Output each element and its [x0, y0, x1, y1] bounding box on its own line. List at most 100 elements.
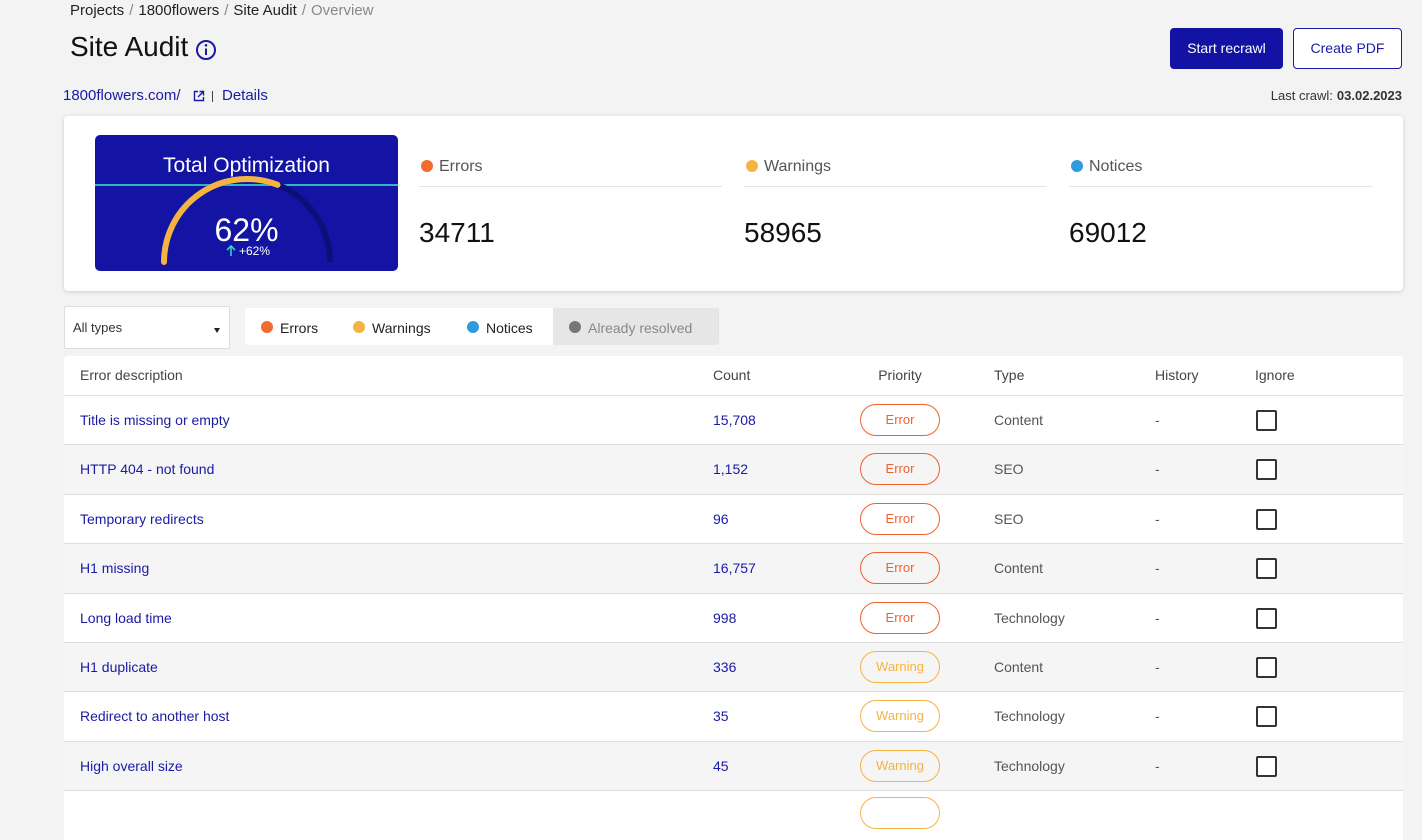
filter-label: Already resolved: [588, 320, 693, 336]
row-border: [64, 740, 1403, 742]
filter-tab[interactable]: Warnings: [337, 308, 452, 345]
issue-link[interactable]: HTTP 404 - not found: [80, 461, 215, 478]
filter-tab[interactable]: Notices: [451, 308, 554, 345]
site-url-link[interactable]: 1800flowers.com/: [63, 87, 181, 104]
stat-dot: [746, 160, 758, 172]
issue-history: -: [1155, 412, 1160, 428]
ignore-checkbox[interactable]: [1256, 657, 1277, 678]
row-border: [64, 543, 1403, 545]
issue-count: 998: [713, 609, 737, 626]
issue-count: 45: [713, 757, 729, 774]
table-row: HTTP 404 - not found 1,152 Error SEO -: [64, 445, 1403, 494]
external-link-box: [193, 90, 205, 102]
last-crawl-date: 03.02.2023: [1336, 88, 1402, 103]
ignore-checkbox[interactable]: [1256, 558, 1277, 580]
details-link[interactable]: Details: [222, 87, 268, 104]
filter-dot: [261, 321, 273, 333]
table-row: [64, 791, 1403, 840]
issue-link[interactable]: High overall size: [80, 757, 183, 774]
priority-pill: Error: [860, 404, 940, 436]
issue-type: Technology: [994, 609, 1065, 626]
issue-count: 16,757: [713, 560, 756, 577]
divider: [212, 91, 213, 102]
issue-count: 1,152: [713, 461, 749, 478]
priority-label: Error: [885, 560, 915, 576]
stat-name: Errors: [439, 158, 483, 175]
priority-pill: Error: [860, 601, 940, 634]
table-row: H1 missing 16,757 Error Content -: [64, 544, 1403, 593]
filter-tab[interactable]: Already resolved: [553, 308, 719, 345]
issue-link[interactable]: Long load time: [80, 609, 172, 626]
external-link-arrow: [197, 90, 205, 98]
ignore-checkbox[interactable]: [1256, 410, 1277, 431]
breadcrumb-separator: /: [224, 2, 229, 19]
stat-rule: [1069, 186, 1372, 187]
row-border: [64, 790, 1403, 792]
gauge: [161, 176, 333, 265]
filter-label: Warnings: [372, 320, 431, 336]
issue-type: Content: [994, 659, 1044, 675]
row-border: [64, 493, 1403, 495]
priority-pill: Error: [860, 502, 940, 535]
type-select[interactable]: All types: [64, 306, 230, 349]
info-icon[interactable]: [195, 39, 217, 61]
stat-rule: [419, 186, 722, 187]
start-recrawl-button[interactable]: Start recrawl: [1170, 28, 1283, 69]
last-crawl-label: Last crawl:: [1270, 88, 1333, 103]
issues-table: Error description Count Priority Type Histor…: [64, 356, 1403, 840]
ignore-checkbox[interactable]: [1256, 508, 1277, 530]
column-header: History: [1155, 367, 1199, 383]
ignore-checkbox[interactable]: [1256, 459, 1277, 481]
priority-pill: Warning: [860, 651, 940, 683]
priority-pill: Error: [860, 552, 940, 585]
issue-history: -: [1155, 560, 1160, 577]
table-row: H1 duplicate 336 Warning Content -: [64, 643, 1403, 692]
ignore-checkbox[interactable]: [1256, 755, 1277, 777]
priority-pill: [860, 797, 940, 830]
row-border: [64, 691, 1403, 693]
table-row: Title is missing or empty 15,708 Error Cont…: [64, 396, 1403, 445]
issue-link[interactable]: Temporary redirects: [80, 510, 204, 527]
type-select-value: All types: [73, 320, 123, 335]
priority-pill: Error: [860, 453, 940, 486]
breadcrumb-separator: /: [129, 2, 134, 19]
issue-history: -: [1155, 461, 1160, 478]
issue-link[interactable]: H1 duplicate: [80, 659, 158, 675]
issue-history: -: [1155, 659, 1160, 675]
issue-link[interactable]: H1 missing: [80, 560, 150, 577]
row-border: [64, 592, 1403, 594]
filter-tab[interactable]: Errors: [245, 308, 338, 345]
stat-name: Notices: [1089, 158, 1143, 175]
issue-type: Content: [994, 412, 1044, 428]
ignore-checkbox[interactable]: [1256, 706, 1277, 728]
filter-dot: [467, 321, 479, 333]
stat-dot: [1071, 160, 1083, 172]
filter-dot: [353, 321, 365, 333]
table-row: Long load time 998 Error Technology -: [64, 593, 1403, 642]
external-link-icon[interactable]: [193, 90, 205, 102]
stat-count: 34711: [419, 217, 495, 248]
issue-link[interactable]: Redirect to another host: [80, 708, 230, 725]
breadcrumb-link[interactable]: Projects: [70, 2, 125, 19]
breadcrumb-link[interactable]: 1800flowers: [138, 2, 220, 19]
issue-history: -: [1155, 510, 1160, 527]
type-select-caret: [214, 328, 220, 333]
issue-history: -: [1155, 609, 1160, 626]
issue-link[interactable]: Title is missing or empty: [80, 412, 230, 428]
issue-type: SEO: [994, 461, 1024, 478]
stat-name: Warnings: [764, 158, 831, 175]
optimization-rule: [95, 184, 398, 186]
column-header: Error description: [80, 367, 183, 383]
column-header: Type: [994, 367, 1025, 383]
filter-dot: [569, 321, 581, 333]
info-circle: [196, 40, 216, 60]
issue-type: SEO: [994, 510, 1024, 527]
column-header: Ignore: [1255, 367, 1295, 383]
create-pdf-button[interactable]: Create PDF: [1293, 28, 1402, 69]
stat-count: 69012: [1069, 217, 1147, 248]
ignore-checkbox[interactable]: [1256, 607, 1277, 629]
filter-label: Notices: [486, 320, 533, 336]
priority-label: Error: [885, 510, 915, 526]
breadcrumb-link[interactable]: Site Audit: [233, 2, 297, 19]
issue-history: -: [1155, 708, 1160, 725]
